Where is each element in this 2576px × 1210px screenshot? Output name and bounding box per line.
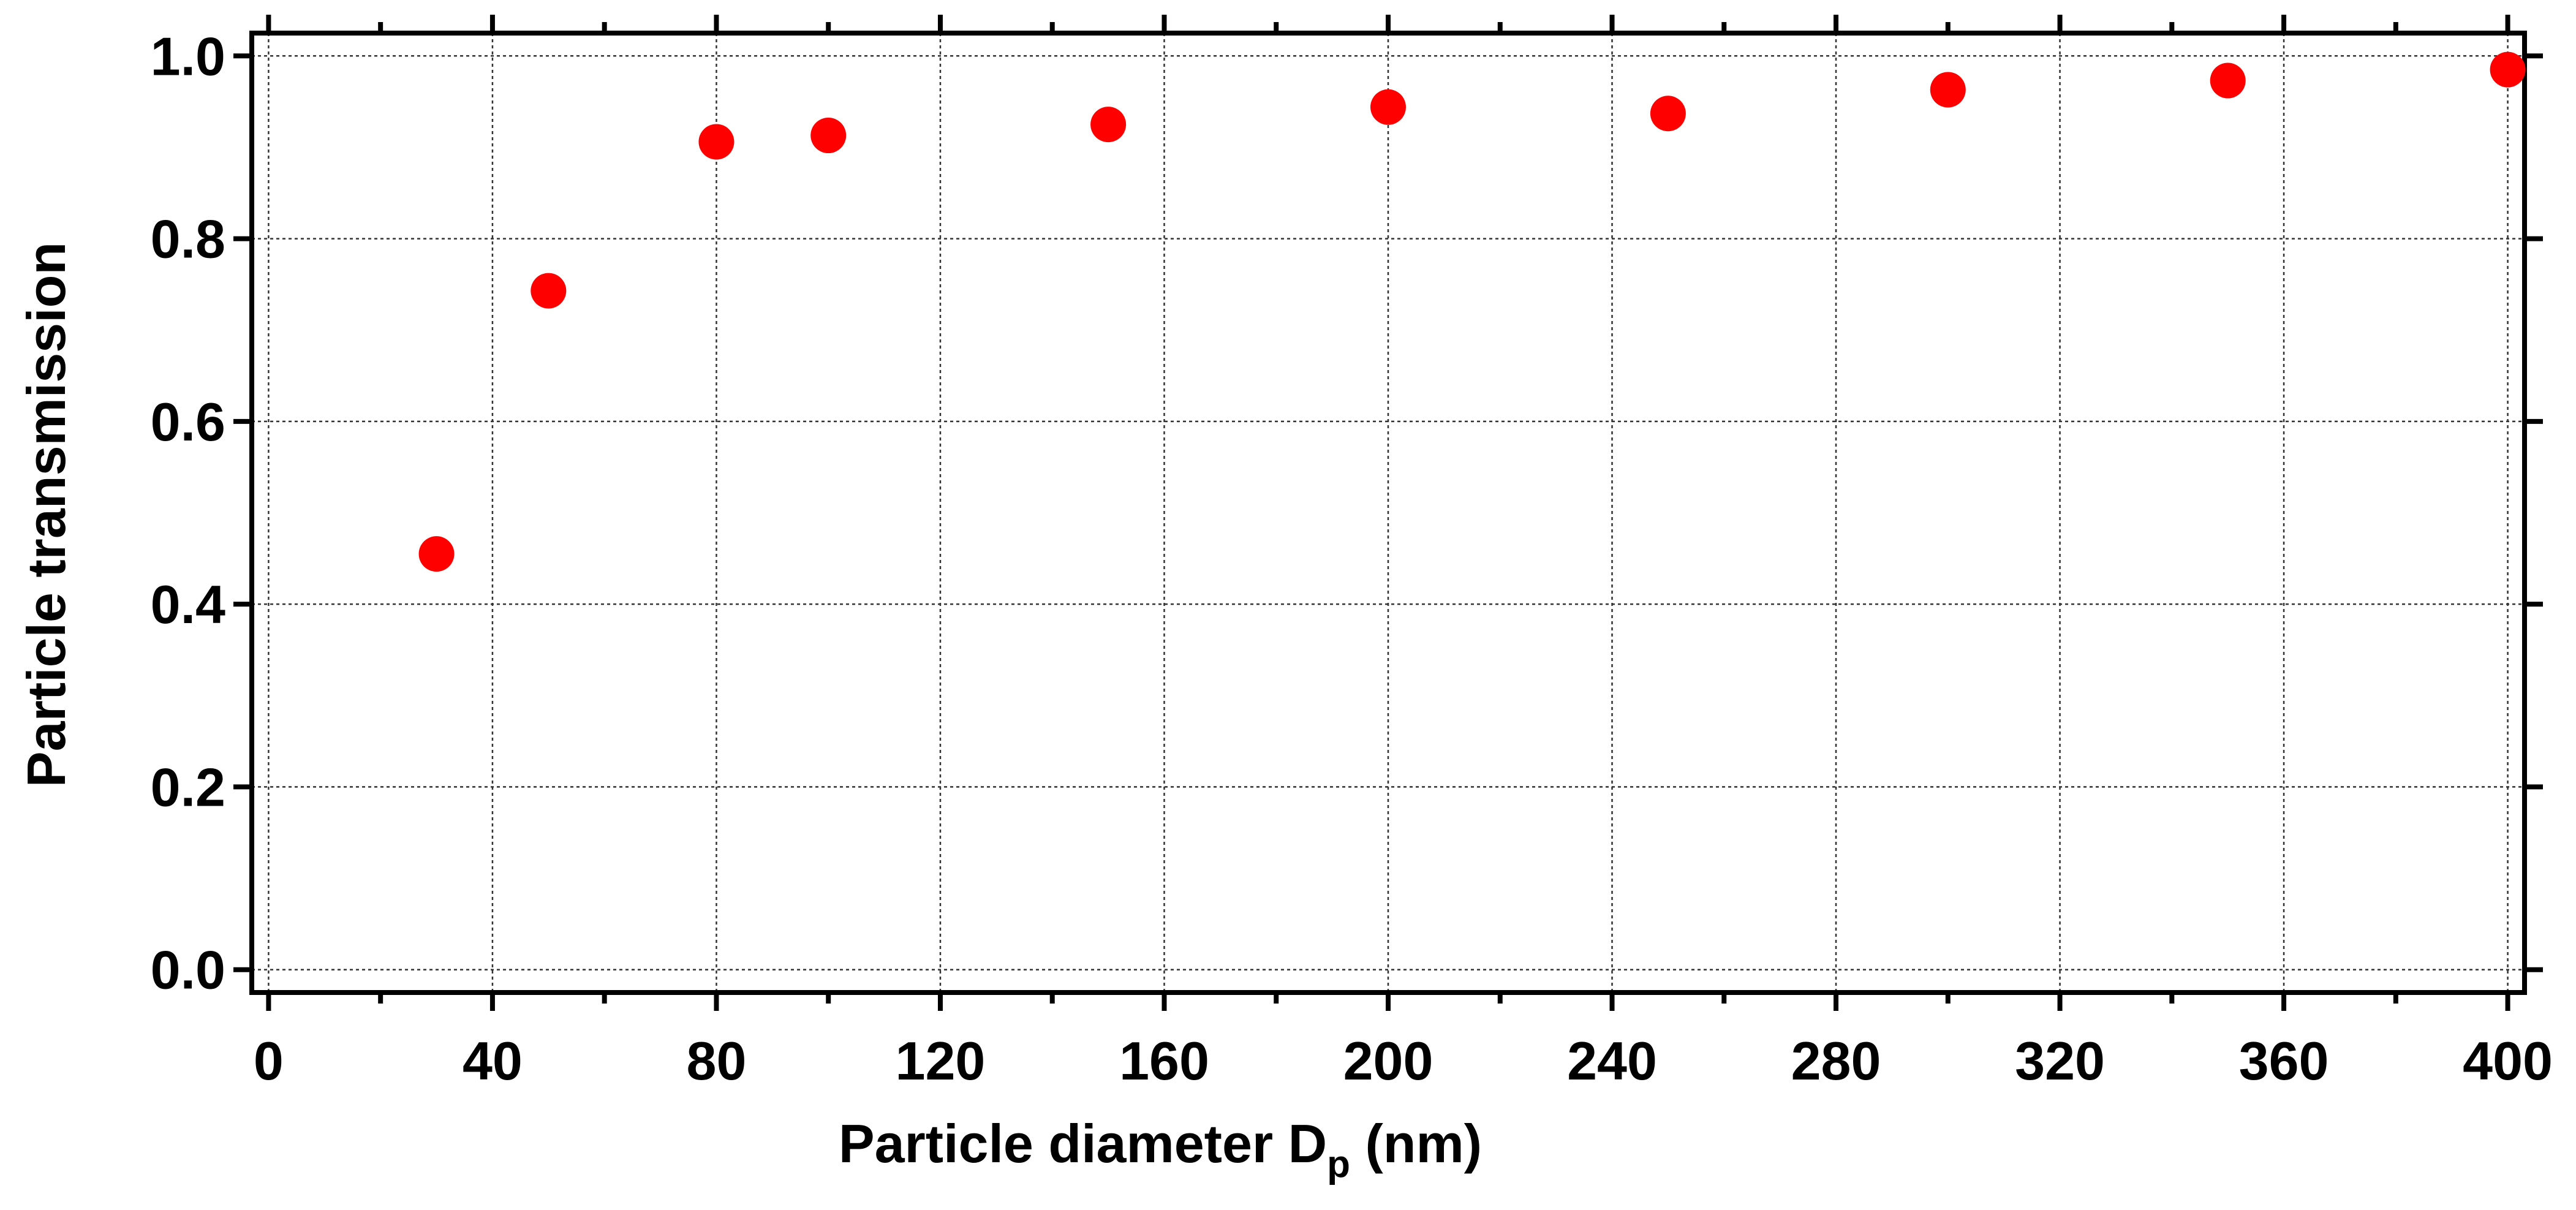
x-tick-label: 280 [1791, 1030, 1881, 1091]
data-point [2490, 51, 2526, 88]
y-tick-label: 1.0 [151, 26, 225, 86]
x-tick-label: 200 [1343, 1030, 1433, 1091]
data-point [810, 118, 847, 154]
y-axis-title: Particle transmission [16, 242, 77, 787]
x-tick-label: 0 [254, 1030, 284, 1091]
x-axis-title: Particle diameter Dp (nm) [839, 1113, 1482, 1185]
data-point [698, 124, 735, 160]
x-tick-label: 400 [2463, 1030, 2553, 1091]
data-point [1930, 72, 1966, 108]
data-points [418, 51, 2526, 572]
x-tick-label: 80 [687, 1030, 747, 1091]
axis-ticks [233, 15, 2543, 1011]
data-point [1650, 96, 1686, 132]
y-tick-label: 0.8 [151, 209, 225, 270]
x-tick-label: 40 [463, 1030, 523, 1091]
y-tick-label: 0.0 [151, 940, 225, 1000]
data-point [531, 273, 567, 309]
y-tick-label: 0.2 [151, 757, 225, 817]
grid-lines [252, 33, 2525, 993]
data-point [2210, 62, 2246, 99]
x-tick-labels: 0 40 80 120 160 200 240 280 320 360 400 [254, 1030, 2553, 1091]
x-tick-label: 320 [2015, 1030, 2105, 1091]
x-tick-label: 360 [2239, 1030, 2329, 1091]
x-axis-label-subscript: p [1327, 1143, 1350, 1185]
x-tick-label: 120 [896, 1030, 986, 1091]
x-axis-label: Particle diameter D [839, 1113, 1327, 1174]
data-point [418, 536, 455, 572]
y-tick-label: 0.6 [151, 391, 225, 452]
x-tick-label: 160 [1119, 1030, 1209, 1091]
x-tick-label: 240 [1567, 1030, 1657, 1091]
x-axis-label-unit: (nm) [1350, 1113, 1482, 1174]
data-point [1370, 89, 1406, 125]
y-tick-labels: 0.0 0.2 0.4 0.6 0.8 1.0 [151, 26, 225, 1000]
data-point [1090, 107, 1127, 143]
y-tick-label: 0.4 [151, 574, 225, 635]
